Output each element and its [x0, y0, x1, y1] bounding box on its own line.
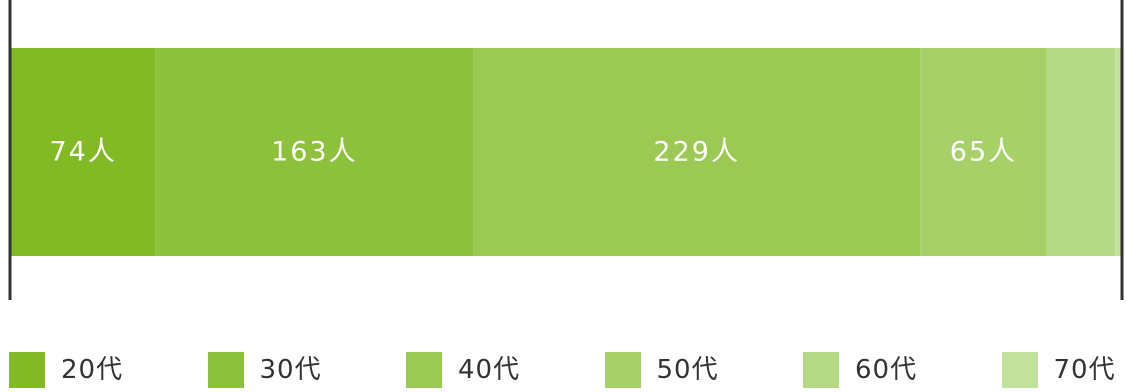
bar-value-label-2: 163人 — [271, 137, 358, 168]
bar-value-label-4: 65人 — [950, 137, 1017, 168]
legend-item-5: 60代 — [803, 352, 917, 392]
legend-item-3: 40代 — [406, 352, 520, 392]
bar-segment-3 — [473, 48, 921, 256]
bar-segment-2 — [155, 48, 474, 256]
legend-item-6: 70代 — [1001, 352, 1116, 392]
legend-label: 40代 — [458, 355, 521, 385]
legend-label: 60代 — [855, 355, 918, 385]
legend-item-4: 50代 — [604, 352, 719, 392]
chart-legend: 20代 30代 40代 50代 60代 70代 — [9, 352, 1126, 392]
legend-swatch — [406, 352, 442, 388]
legend-item-2: 30代 — [207, 352, 322, 392]
stacked-bar-chart: 74人 163人 229人 65人 — [8, 0, 1124, 300]
bar-segment-6 — [1115, 48, 1121, 256]
legend-swatch — [207, 352, 244, 388]
legend-swatch — [1001, 352, 1038, 388]
legend-swatch — [604, 352, 641, 388]
legend-label: 50代 — [656, 355, 719, 385]
bar-value-label-1: 74人 — [49, 137, 116, 168]
bar-segment-5 — [1046, 48, 1116, 256]
legend-item-1: 20代 — [9, 352, 123, 392]
legend-label: 20代 — [61, 355, 124, 385]
bar-segment-1 — [11, 48, 156, 256]
bar-value-labels: 74人 163人 229人 65人 — [49, 137, 1017, 168]
bar-segment-4 — [920, 48, 1047, 256]
legend-swatch — [9, 352, 45, 388]
legend-label: 30代 — [259, 355, 322, 385]
legend-label: 70代 — [1053, 355, 1116, 385]
bar-segments — [11, 48, 1121, 256]
legend-swatch — [803, 352, 839, 388]
bar-value-label-3: 229人 — [653, 137, 740, 168]
